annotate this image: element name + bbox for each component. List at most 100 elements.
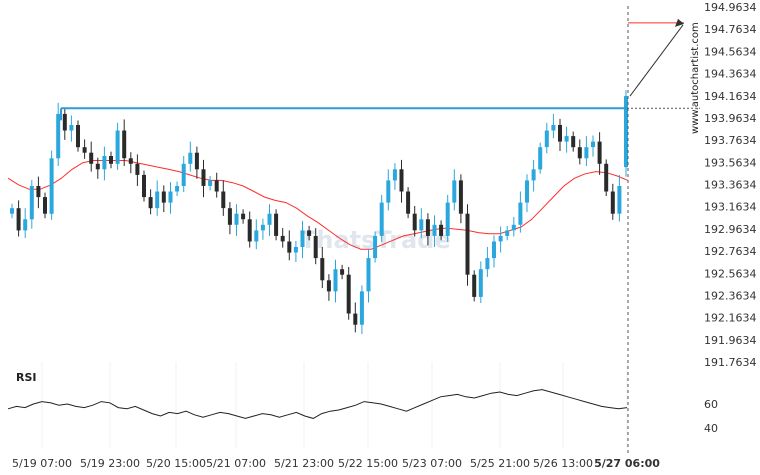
- candle-body: [406, 191, 411, 214]
- rsi-panel: 60 40: [7, 389, 718, 435]
- candle-body: [23, 219, 28, 231]
- candle-body: [181, 163, 186, 186]
- rsi-line: [7, 389, 628, 419]
- candle-body: [617, 186, 622, 214]
- candle-body: [214, 180, 219, 192]
- candle-body: [485, 258, 490, 270]
- candle-body: [445, 202, 450, 236]
- rsi-title: RSI: [16, 371, 37, 384]
- candle-body: [300, 230, 305, 247]
- x-tick-label: 5/23 07:00: [402, 457, 462, 470]
- candle-body: [161, 191, 166, 203]
- candle-body: [604, 163, 609, 192]
- candle-body: [340, 269, 345, 275]
- candle-body: [591, 141, 595, 148]
- candle-body: [505, 230, 510, 236]
- candle-body: [89, 152, 94, 164]
- candle-body: [373, 235, 378, 259]
- candle-body: [241, 213, 246, 220]
- candle-body: [419, 219, 424, 231]
- y-tick-label: 193.7634: [704, 134, 757, 147]
- candle-body: [511, 224, 516, 231]
- x-tick-label: 5/21 07:00: [206, 457, 266, 470]
- candle-body: [492, 241, 496, 259]
- candle-body: [16, 208, 21, 231]
- candle-body: [412, 213, 417, 231]
- candle-body: [56, 113, 61, 159]
- candle-body: [247, 219, 252, 242]
- y-tick-label: 194.5634: [704, 45, 757, 58]
- candle-body: [333, 269, 338, 292]
- candle-body: [175, 186, 180, 192]
- y-tick-label: 193.1634: [704, 201, 757, 214]
- candle-body: [564, 136, 569, 142]
- candle-body: [194, 152, 199, 170]
- candle-body: [597, 141, 602, 164]
- y-tick-label: 192.5634: [704, 267, 757, 280]
- candle-body: [392, 169, 397, 181]
- x-tick-label: 5/26 13:00: [533, 457, 593, 470]
- candle-body: [465, 213, 470, 275]
- y-tick-label: 192.9634: [704, 223, 757, 236]
- candle-body: [452, 180, 457, 203]
- y-tick-label: 194.7634: [704, 23, 757, 36]
- candle-body: [571, 136, 576, 148]
- candle-body: [148, 197, 153, 209]
- watermark-site: www.autochartist.com: [690, 22, 701, 134]
- rsi-tick-label: 60: [704, 398, 718, 411]
- candle-body: [577, 147, 582, 159]
- candle-body: [359, 291, 364, 325]
- forecast-arrow-head: [675, 18, 684, 27]
- candle-body: [458, 180, 463, 214]
- candle-body: [227, 208, 232, 225]
- candle-body: [274, 213, 279, 236]
- candle-body: [254, 230, 259, 242]
- y-tick-label: 191.7634: [704, 356, 757, 369]
- y-tick-label: 191.9634: [704, 334, 757, 347]
- y-tick-label: 194.1634: [704, 90, 757, 103]
- candle-body: [10, 208, 14, 214]
- candle-body: [267, 213, 272, 225]
- candle-body: [128, 158, 133, 164]
- candle-body: [610, 191, 615, 214]
- candle-body: [155, 191, 160, 209]
- y-tick-label: 194.9634: [704, 1, 757, 14]
- candle-body: [320, 258, 325, 281]
- candle-body: [135, 163, 140, 175]
- candle-body: [168, 191, 173, 203]
- candle-body: [95, 163, 100, 170]
- candle-body: [29, 186, 34, 220]
- candle-body: [518, 202, 523, 225]
- candle-body: [122, 130, 127, 159]
- candle-body: [287, 241, 292, 253]
- candle-body: [36, 186, 41, 198]
- candle-body: [439, 224, 444, 236]
- y-tick-label: 193.5634: [704, 156, 757, 169]
- x-tick-label: 5/20 15:00: [146, 457, 206, 470]
- candle-body: [432, 224, 437, 236]
- candle-body: [221, 191, 226, 209]
- rsi-tick-label: 40: [704, 422, 718, 435]
- x-tick-label: 5/19 23:00: [80, 457, 140, 470]
- candle-body: [478, 269, 483, 297]
- candle-body: [399, 169, 404, 192]
- grid-lines: [41, 362, 628, 448]
- candle-body: [188, 152, 193, 164]
- x-tick-label: 5/22 15:00: [338, 457, 398, 470]
- y-tick-label: 193.9634: [704, 112, 757, 125]
- y-tick-label: 194.3634: [704, 68, 757, 81]
- candle-body: [498, 235, 503, 242]
- candles: [10, 90, 628, 335]
- candle-body: [326, 280, 331, 292]
- x-axis: 5/19 07:00 5/19 23:00 5/20 15:00 5/21 07:00…: [12, 457, 660, 470]
- y-tick-label: 192.7634: [704, 245, 757, 258]
- candle-body: [425, 219, 430, 236]
- candle-body: [558, 125, 562, 142]
- candle-body: [208, 180, 213, 186]
- candle-body: [366, 258, 371, 292]
- candle-body: [49, 158, 54, 214]
- x-tick-label: 5/25 21:00: [470, 457, 530, 470]
- candle-body: [379, 202, 384, 236]
- x-tick-label: 5/19 07:00: [12, 457, 72, 470]
